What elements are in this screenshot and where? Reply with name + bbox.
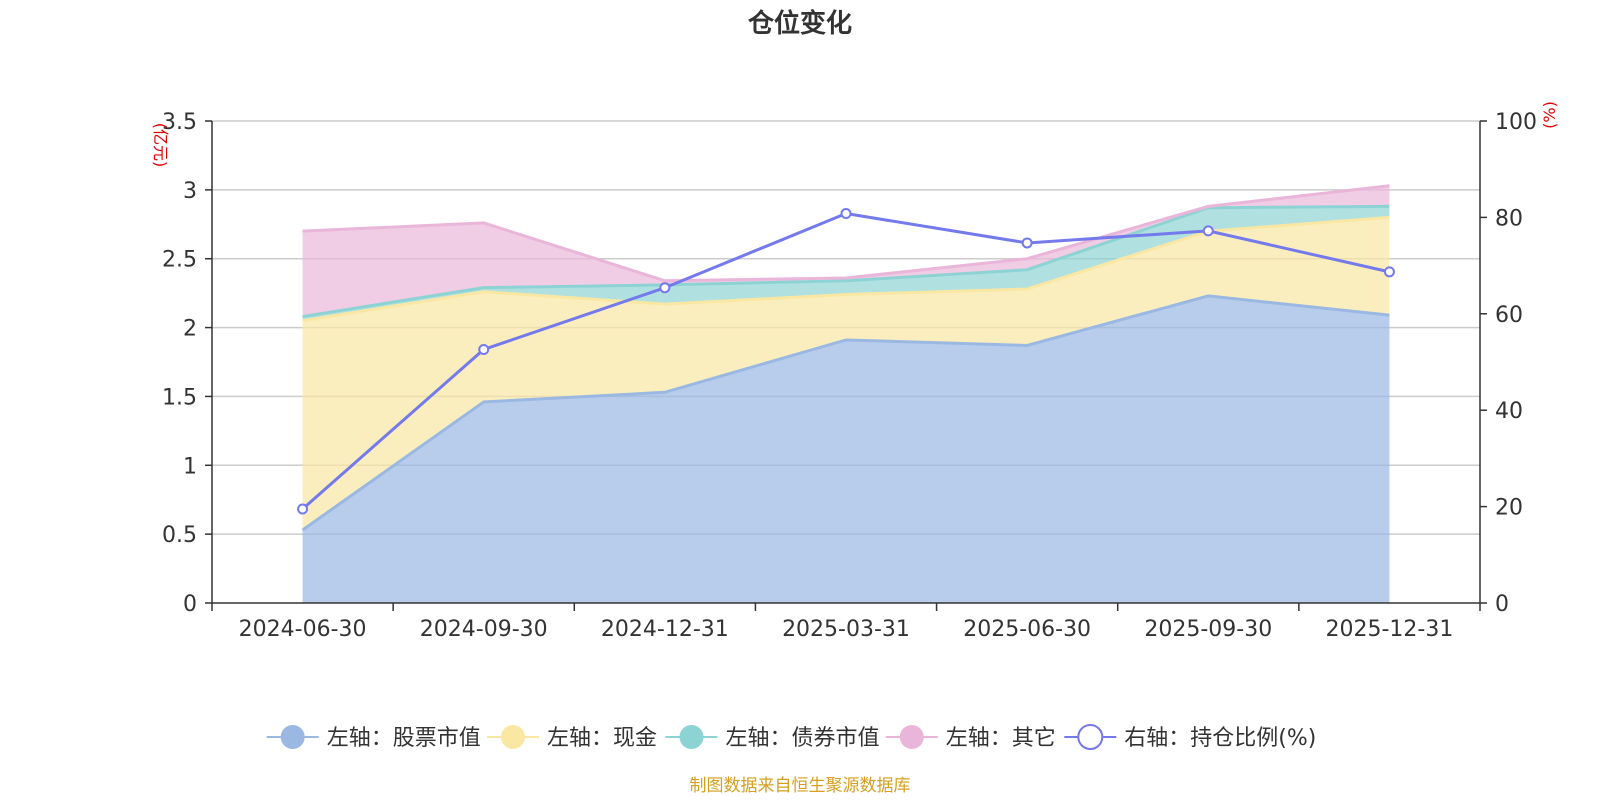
- legend-item-1[interactable]: 左轴：股票市值: [266, 725, 481, 751]
- legend-label: 右轴：持仓比例(%): [1124, 726, 1316, 751]
- left-tick-label: 2.5: [162, 248, 197, 273]
- right-tick-label: 60: [1495, 303, 1523, 328]
- area-edge-series-1: [301, 294, 1390, 532]
- legend-marker: [501, 725, 525, 749]
- legend-item-5[interactable]: 右轴：持仓比例(%): [1064, 724, 1316, 751]
- x-tick-label: 2025-09-30: [1144, 617, 1272, 642]
- area-series-1: [302, 295, 1390, 603]
- right-tick-label: 100: [1495, 110, 1537, 135]
- left-tick-label: 0.5: [162, 523, 197, 548]
- x-tick-label: 2024-09-30: [420, 617, 548, 642]
- x-tick-label: 2025-12-31: [1325, 617, 1453, 642]
- x-tick-label: 2025-03-31: [782, 617, 910, 642]
- legend-label: 左轴：股票市值: [327, 726, 481, 751]
- holding-ratio-point: [478, 343, 490, 355]
- left-tick-label: 1.5: [162, 385, 197, 410]
- x-tick-label: 2024-06-30: [239, 617, 367, 642]
- holding-ratio-point: [840, 208, 852, 220]
- area-series-4: [302, 185, 1390, 317]
- holding-ratio-point: [1383, 266, 1395, 278]
- source-note: 制图数据来自恒生聚源数据库: [690, 776, 911, 796]
- chart-title: 仓位变化: [747, 8, 852, 39]
- area-series-2: [302, 217, 1390, 531]
- left-tick-label: 1: [183, 454, 197, 479]
- holding-ratio-point: [1021, 237, 1033, 249]
- legend-marker: [899, 725, 924, 749]
- x-tick-label: 2024-12-31: [601, 617, 729, 642]
- legend-label: 左轴：现金: [547, 726, 657, 751]
- legend-marker: [1077, 724, 1104, 750]
- legend-label: 左轴：债券市值: [726, 726, 880, 751]
- right-axis-unit: (%): [1540, 101, 1559, 129]
- legend-item-4[interactable]: 左轴：其它: [885, 725, 1056, 751]
- legend-label: 左轴：其它: [946, 726, 1056, 751]
- legend-item-2[interactable]: 左轴：现金: [487, 725, 657, 751]
- area-series-3: [302, 206, 1390, 321]
- left-tick-label: 3.5: [162, 110, 197, 135]
- legend-item-3[interactable]: 左轴：债券市值: [665, 725, 880, 751]
- holding-ratio-point: [1202, 225, 1214, 237]
- left-tick-label: 2: [183, 317, 197, 342]
- left-axis-unit: (亿元): [151, 123, 170, 168]
- holding-ratio-point: [659, 282, 671, 294]
- right-tick-label: 0: [1495, 592, 1509, 617]
- legend-marker: [280, 725, 305, 749]
- left-tick-label: 0: [183, 592, 197, 617]
- left-tick-label: 3: [183, 179, 197, 204]
- area-edge-series-4: [302, 184, 1390, 283]
- x-tick-label: 2025-06-30: [963, 617, 1091, 642]
- right-tick-label: 40: [1495, 399, 1523, 424]
- legend-marker: [679, 725, 704, 749]
- holding-ratio-point: [297, 503, 309, 515]
- right-tick-label: 20: [1495, 496, 1523, 521]
- right-tick-label: 80: [1495, 206, 1523, 231]
